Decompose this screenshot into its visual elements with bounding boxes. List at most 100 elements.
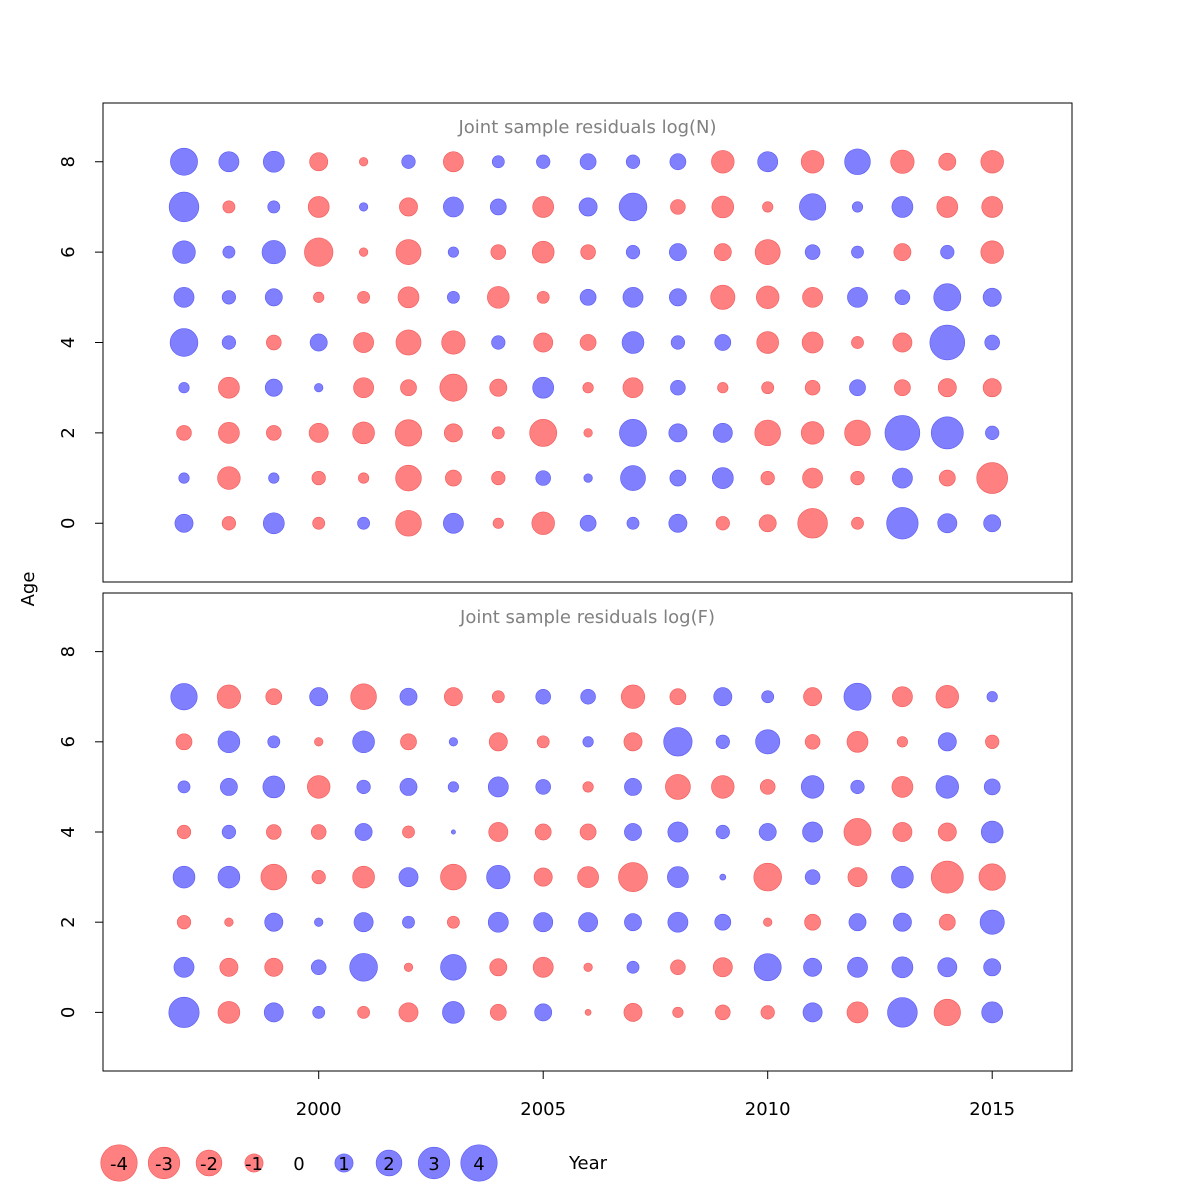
residual-bubble [529, 419, 558, 447]
residual-bubble [491, 155, 505, 169]
residual-bubble [935, 685, 959, 709]
residual-bubble [353, 332, 374, 353]
residual-bubble [531, 511, 555, 535]
residual-bubble [217, 1001, 241, 1024]
residual-bubble [403, 962, 414, 972]
residual-bubble [579, 288, 597, 306]
residual-bubble [442, 1001, 465, 1024]
residual-bubble [618, 192, 648, 222]
residual-bubble [216, 684, 241, 709]
residual-bubble [754, 239, 781, 265]
residual-bubble [536, 154, 551, 169]
residual-bubble [178, 472, 190, 484]
residual-bubble [803, 957, 823, 977]
residual-bubble [350, 683, 377, 710]
residual-bubble [443, 151, 464, 173]
residual-bubble [800, 150, 825, 174]
residual-bubble [266, 334, 282, 351]
residual-bubble [622, 286, 644, 308]
residual-bubble [937, 513, 958, 534]
residual-bubble [176, 915, 192, 930]
residual-bubble [620, 684, 646, 709]
legend-label: -3 [155, 1154, 173, 1175]
residual-bubble [176, 824, 192, 840]
residual-bubble [266, 425, 282, 441]
residual-bubble [262, 512, 285, 535]
residual-bubble [763, 917, 773, 927]
residual-bubble [938, 469, 956, 487]
residual-bubble [221, 335, 236, 350]
residual-bubble [578, 912, 599, 933]
residual-bubble [268, 472, 280, 484]
x-tick-label: 2010 [745, 1099, 791, 1120]
y-tick-label: 4 [58, 337, 79, 348]
residual-bubble [219, 957, 239, 977]
residual-bubble [930, 860, 964, 894]
residual-bubble [937, 378, 957, 398]
legend-label: 1 [338, 1154, 349, 1175]
residual-bubble [489, 378, 508, 397]
residual-bubble [847, 286, 868, 308]
residual-bubble [265, 688, 283, 706]
residual-bubble [445, 469, 462, 487]
residual-bubble [491, 335, 506, 350]
residual-bubble [851, 516, 864, 530]
residual-bubble [487, 776, 509, 798]
residual-bubble [580, 244, 596, 260]
legend-bubble [147, 1146, 181, 1180]
residual-bubble [353, 912, 374, 933]
residual-bubble [491, 426, 505, 440]
residual-bubble [534, 1003, 553, 1022]
residual-bubble [447, 915, 460, 929]
residual-bubble [314, 383, 324, 393]
residual-bubble [846, 1001, 869, 1024]
residual-bubble [262, 775, 286, 799]
residual-bubble [440, 863, 467, 891]
residual-bubble [802, 286, 823, 308]
residual-bubble [756, 331, 779, 354]
x-tick-label: 2000 [296, 1099, 342, 1120]
residual-bubble [892, 686, 913, 708]
residual-bubble [264, 912, 284, 932]
residual-bubble [624, 913, 642, 932]
residual-bubble [933, 283, 962, 312]
panel-title: Joint sample residuals log(F) [459, 607, 715, 628]
residual-bubble [310, 959, 327, 976]
residual-bubble [170, 147, 198, 176]
residual-bubble [173, 956, 195, 978]
residual-bubble [490, 244, 507, 260]
residual-bubble [669, 469, 687, 487]
residual-bubble [169, 328, 199, 357]
residual-bubble [711, 195, 735, 219]
residual-bubble [357, 1006, 370, 1019]
residual-bubble [264, 378, 283, 397]
residual-bubble [309, 333, 328, 352]
residual-bubble [714, 913, 732, 931]
residual-bubble [979, 909, 1005, 935]
y-tick-label: 2 [58, 916, 79, 927]
residual-bubble [804, 869, 821, 885]
residual-bubble [447, 246, 459, 258]
residual-bubble [938, 152, 957, 171]
residual-bubble [217, 730, 241, 754]
residual-bubble [531, 240, 555, 264]
residual-bubble [800, 775, 825, 799]
residual-bubble [172, 865, 196, 889]
residual-bubble [980, 820, 1004, 844]
residual-bubble [220, 778, 238, 796]
residual-bubble [669, 243, 687, 262]
residual-bubble [935, 775, 959, 799]
residual-bubble [397, 286, 420, 309]
y-tick-label: 6 [58, 736, 79, 747]
residual-bubble [311, 870, 326, 885]
residual-bubble [851, 201, 864, 213]
legend-label: 0 [293, 1154, 304, 1175]
y-tick-label: 8 [58, 646, 79, 657]
x-tick-label: 2005 [520, 1099, 566, 1120]
residual-bubble [356, 779, 371, 794]
residual-bubble [487, 911, 509, 933]
residual-bubble [173, 286, 195, 308]
residual-bubble [847, 867, 868, 887]
residual-bubble [359, 202, 369, 212]
y-tick-label: 2 [58, 427, 79, 438]
